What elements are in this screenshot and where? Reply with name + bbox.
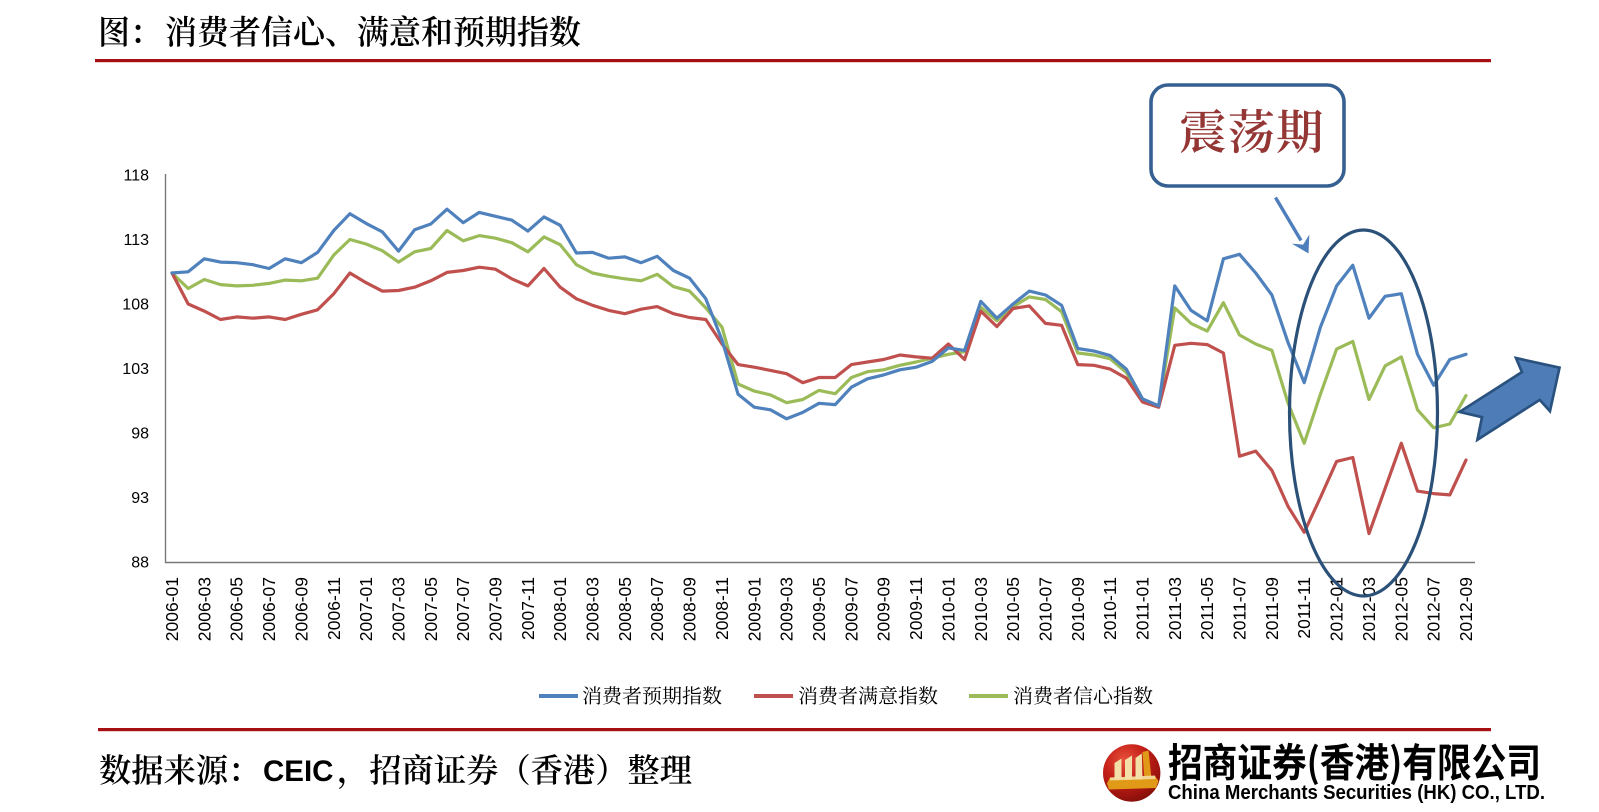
svg-text:2008-11: 2008-11 [712,577,732,640]
svg-text:2007-01: 2007-01 [356,577,376,641]
svg-text:2009-03: 2009-03 [777,577,797,641]
svg-text:2006-05: 2006-05 [227,577,247,641]
svg-text:103: 103 [122,361,149,378]
svg-text:2012-05: 2012-05 [1391,577,1411,641]
svg-text:2006-01: 2006-01 [162,577,182,641]
svg-text:2009-11: 2009-11 [906,577,926,640]
svg-text:2008-09: 2008-09 [680,577,700,641]
svg-text:2007-09: 2007-09 [486,577,506,641]
svg-text:CEIC: CEIC [263,755,333,788]
svg-text:2006-07: 2006-07 [259,577,279,641]
svg-text:118: 118 [123,168,149,185]
svg-text:2008-03: 2008-03 [583,577,603,641]
svg-text:2008-07: 2008-07 [647,577,667,641]
svg-text:2007-11: 2007-11 [518,577,538,640]
svg-text:2006-03: 2006-03 [194,577,214,641]
svg-text:2007-05: 2007-05 [421,577,441,641]
svg-text:2009-05: 2009-05 [809,577,829,641]
svg-text:2012-03: 2012-03 [1359,577,1379,641]
svg-text:2011-11: 2011-11 [1294,577,1314,639]
svg-text:2007-07: 2007-07 [453,577,473,641]
svg-text:2010-01: 2010-01 [938,577,958,641]
svg-text:2012-09: 2012-09 [1456,577,1476,641]
svg-text:2011-03: 2011-03 [1165,577,1185,640]
svg-text:113: 113 [123,232,149,249]
svg-text:2010-05: 2010-05 [1003,577,1023,641]
svg-text:2011-01: 2011-01 [1133,577,1153,640]
svg-text:2006-11: 2006-11 [324,577,344,640]
svg-text:2011-09: 2011-09 [1262,577,1282,640]
svg-text:China Merchants Securities (HK: China Merchants Securities (HK) CO., LTD… [1168,782,1545,804]
svg-text:2008-01: 2008-01 [550,577,570,641]
svg-text:98: 98 [131,426,149,443]
svg-text:108: 108 [122,297,149,314]
svg-text:2009-07: 2009-07 [841,577,861,641]
svg-text:2010-07: 2010-07 [1036,577,1056,641]
svg-text:2007-03: 2007-03 [389,577,409,641]
svg-text:2010-11: 2010-11 [1100,577,1120,640]
svg-text:2009-01: 2009-01 [744,577,764,641]
svg-text:88: 88 [131,555,149,572]
svg-text:2010-03: 2010-03 [971,577,991,641]
svg-text:2009-09: 2009-09 [874,577,894,641]
svg-text:2012-07: 2012-07 [1424,577,1444,641]
svg-text:2008-05: 2008-05 [615,577,635,641]
svg-text:2011-07: 2011-07 [1230,577,1250,640]
svg-text:2006-09: 2006-09 [291,577,311,641]
svg-text:2012-01: 2012-01 [1327,577,1347,641]
svg-text:2010-09: 2010-09 [1068,577,1088,641]
svg-text:2011-05: 2011-05 [1197,577,1217,640]
svg-text:93: 93 [131,490,149,507]
